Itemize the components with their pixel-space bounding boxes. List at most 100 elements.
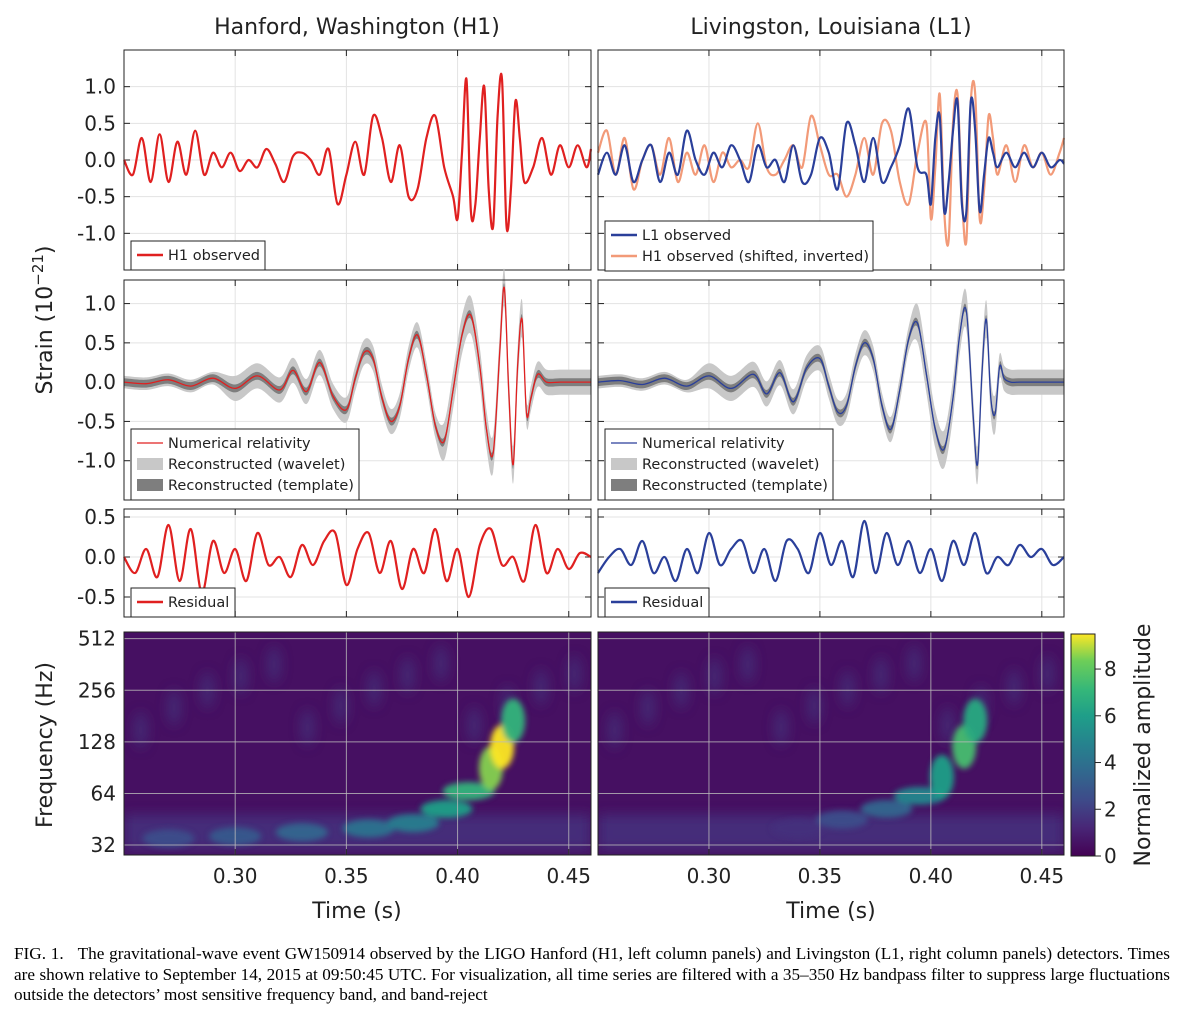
- h1-observed-line: [123, 72, 593, 233]
- y-tick-label: 1.0: [84, 292, 116, 316]
- legend-label: Reconstructed (template): [168, 478, 354, 494]
- legend-label: Residual: [168, 595, 229, 611]
- h1-spectrogram-frame: [123, 631, 592, 856]
- chirp-blob: [771, 819, 824, 838]
- legend-swatch: [611, 458, 637, 470]
- x-tick-label: 0.30: [687, 864, 732, 888]
- y-tick-label: 0.5: [84, 111, 116, 135]
- l1-spectrogram: [598, 632, 1064, 855]
- x-tick-label: 0.45: [1020, 864, 1065, 888]
- h1-wavelet-band: [124, 268, 591, 484]
- time-axis-label-h1: Time (s): [311, 899, 401, 924]
- h1-spectrogram: [124, 632, 591, 855]
- chirp-blob: [963, 698, 988, 743]
- noise-blob: [608, 712, 621, 749]
- noise-blob: [401, 657, 414, 694]
- noise-blob: [1008, 669, 1021, 706]
- l1-residual-panel: [597, 508, 1065, 618]
- noise-blob: [568, 655, 581, 692]
- frequency-tick-label: 64: [91, 781, 116, 805]
- legend-label: L1 observed: [642, 228, 731, 244]
- colorbar-label: Normalized amplitude: [1131, 624, 1156, 867]
- noise-blob: [534, 669, 547, 706]
- l1-observed-legend: L1 observed H1 observed (shifted, inverte…: [604, 220, 874, 272]
- y-tick-label: -1.0: [77, 449, 116, 473]
- y-tick-label: -0.5: [77, 185, 116, 209]
- l1-reconstructed-legend: Numerical relativity Reconstructed (wavel…: [604, 428, 834, 501]
- legend-label: Numerical relativity: [642, 436, 785, 452]
- l1-residual-legend: Residual: [604, 587, 710, 618]
- x-tick-label: 0.40: [909, 864, 954, 888]
- noise-blob: [708, 658, 721, 695]
- colorbar-tick-label: 4: [1104, 751, 1117, 775]
- chirp-blob: [860, 799, 913, 818]
- column-title-h1: Hanford, Washington (H1): [214, 15, 500, 40]
- gw150914-figure: Hanford, Washington (H1) Livingston, Lou…: [29, 15, 1156, 924]
- legend-label: Residual: [642, 595, 703, 611]
- h1-observed-legend: H1 observed: [130, 240, 266, 271]
- frequency-tick-label: 32: [91, 833, 116, 857]
- h1-reconstructed-legend: Numerical relativity Reconstructed (wavel…: [130, 428, 360, 501]
- strain-axis-label: Strain (10−21): [29, 246, 58, 395]
- noise-blob: [874, 657, 887, 694]
- chirp-blob: [142, 829, 195, 848]
- noise-blob: [908, 645, 921, 682]
- legend-box: [130, 428, 360, 501]
- l1-residual-line: [597, 519, 1065, 583]
- y-tick-label: 0.0: [84, 545, 116, 569]
- legend-label: H1 observed (shifted, inverted): [642, 249, 869, 265]
- spectrogram-chirp: [771, 698, 988, 838]
- chirp-blob: [275, 823, 328, 842]
- y-tick-label: 0.5: [84, 331, 116, 355]
- noise-blob: [334, 687, 347, 724]
- frequency-tick-label: 256: [78, 678, 116, 702]
- legend-label: H1 observed: [168, 248, 260, 264]
- time-axis-label-l1: Time (s): [785, 899, 875, 924]
- h1-residual-panel: [123, 508, 592, 618]
- colorbar-tick-label: 6: [1104, 704, 1117, 728]
- legend-label: Reconstructed (wavelet): [642, 457, 819, 473]
- colorbar-ticks: 0 2 4 6 8: [1095, 657, 1117, 868]
- noise-blob: [641, 689, 654, 726]
- noise-blob: [941, 707, 954, 744]
- noise-blob: [368, 670, 381, 707]
- x-tick-label: 0.35: [798, 864, 843, 888]
- noise-blob: [301, 709, 314, 746]
- y-tick-label: -1.0: [77, 221, 116, 245]
- h1-residual-line: [123, 523, 592, 599]
- chirp-blob: [387, 814, 440, 833]
- y-tick-label: 0.0: [84, 370, 116, 394]
- legend-label: Reconstructed (template): [642, 478, 828, 494]
- noise-blob: [234, 658, 247, 695]
- l1-template-band: [598, 303, 1064, 470]
- chirp-blob: [893, 786, 946, 805]
- x-tick-label: 0.45: [546, 864, 591, 888]
- h1-observed-panel: [123, 49, 592, 271]
- legend-swatch: [137, 458, 163, 470]
- noise-blob: [268, 646, 281, 683]
- noise-blob: [841, 670, 854, 707]
- x-tick-label: 0.40: [435, 864, 480, 888]
- caption-text: The gravitational-wave event GW150914 ob…: [14, 944, 1170, 1004]
- noise-blob: [434, 645, 447, 682]
- legend-swatch: [611, 479, 637, 491]
- legend-box: [604, 428, 834, 501]
- h1-numerical-relativity-line: [123, 286, 591, 466]
- chirp-blob: [501, 698, 526, 743]
- chirp-blob: [420, 799, 473, 818]
- figure-caption: FIG. 1. The gravitational-wave event GW15…: [14, 944, 1170, 1006]
- noise-blob: [775, 709, 788, 746]
- y-tick-label: 1.0: [84, 75, 116, 99]
- panels: 1.0 0.5 0.0 -0.5 -1.0 H1 observed L1 observed H…: [77, 49, 1066, 888]
- legend-label: Reconstructed (wavelet): [168, 457, 345, 473]
- caption-label: FIG. 1.: [14, 944, 64, 963]
- colorbar-tick-label: 8: [1104, 657, 1117, 681]
- frequency-axis-label: Frequency (Hz): [33, 662, 58, 828]
- l1-numerical-relativity-line: [597, 306, 1064, 467]
- y-tick-label: -0.5: [77, 585, 116, 609]
- colorbar: 0 2 4 6 8 Normalized amplitude: [1070, 624, 1156, 868]
- x-tick-label: 0.35: [324, 864, 369, 888]
- column-title-l1: Livingston, Louisiana (L1): [690, 15, 971, 40]
- y-tick-label: 0.5: [84, 505, 116, 529]
- legend-box: [604, 220, 874, 272]
